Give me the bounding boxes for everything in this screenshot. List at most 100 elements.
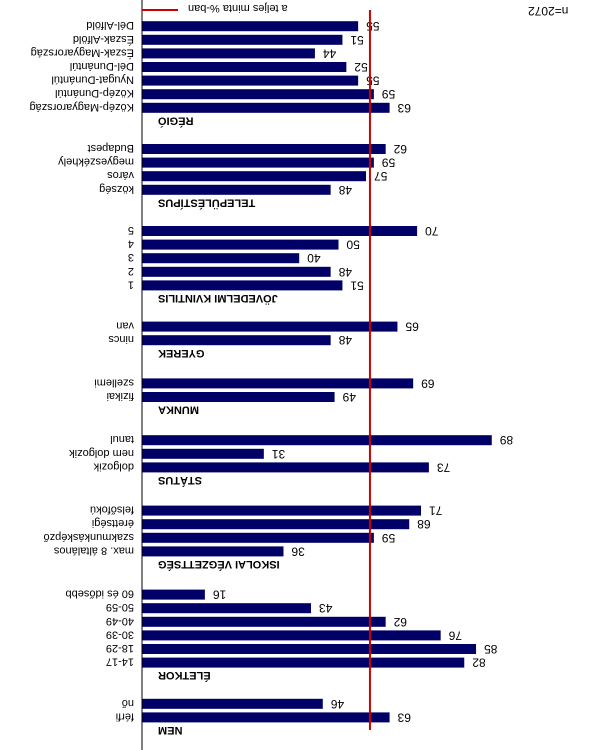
bar (142, 644, 477, 654)
category-label: nő (122, 697, 134, 709)
bar (142, 378, 414, 389)
bar (142, 335, 331, 346)
category-label: Dél-Dunántúl (70, 60, 134, 72)
bar (142, 226, 418, 236)
data-label: 62 (393, 142, 407, 156)
data-label: 71 (429, 504, 443, 518)
bar (142, 392, 335, 402)
bar (142, 34, 343, 45)
data-label: 69 (421, 376, 435, 390)
category-label: 2 (128, 265, 134, 277)
category-label: Nyugat-Dunántúl (51, 74, 134, 86)
data-label: 48 (338, 183, 352, 197)
group-label: JÖVEDELMI KVINTILIS (158, 292, 278, 305)
category-label: 1 (128, 278, 134, 290)
category-label: Észak-Magyarország (31, 46, 134, 59)
legend-label: a teljes minta %-ban (188, 2, 288, 14)
data-label: 62 (393, 615, 407, 629)
category-label: tanul (110, 433, 134, 445)
data-label: 16 (213, 588, 227, 602)
data-label: 49 (342, 390, 356, 404)
data-label: 51 (350, 278, 364, 292)
group-label: TELEPÜLÉSTÍPUS (158, 196, 255, 209)
data-label: 73 (437, 460, 451, 474)
bar (142, 48, 315, 59)
data-label: 70 (425, 224, 439, 238)
bar (142, 589, 205, 600)
group-label: GYEREK (158, 347, 205, 359)
group-label: MUNKA (158, 404, 199, 416)
data-label: 44 (323, 46, 337, 60)
data-label: 59 (382, 531, 396, 545)
bar (142, 630, 441, 641)
category-label: község (99, 183, 134, 195)
bar (142, 253, 300, 264)
data-label: 46 (330, 697, 344, 711)
data-label: 89 (499, 433, 513, 447)
data-label: 50 (346, 238, 360, 252)
data-label: 55 (366, 19, 380, 33)
category-label: van (116, 320, 134, 332)
category-label: fizikai (106, 390, 134, 402)
bar (142, 435, 492, 446)
bar (142, 21, 359, 32)
data-label: 36 (291, 544, 305, 558)
bar (142, 519, 410, 530)
category-label: város (107, 169, 134, 181)
bar (142, 321, 398, 332)
sample-size-note: n=2072 (528, 4, 569, 18)
data-label: 51 (350, 33, 364, 47)
category-label: megyeszékhely (58, 156, 134, 168)
category-label: érettségi (92, 517, 134, 529)
category-label: Közép-Magyarország (29, 101, 134, 113)
data-label: 40 (307, 251, 321, 265)
bar (142, 712, 390, 723)
category-label: nem dolgozik (69, 447, 134, 459)
data-label: 63 (397, 101, 411, 115)
bar (142, 144, 386, 154)
data-label: 82 (472, 656, 486, 670)
data-label: 43 (319, 601, 333, 615)
category-label: 18-29 (106, 642, 134, 654)
category-label: férfi (116, 710, 134, 722)
data-label: 65 (405, 320, 419, 334)
category-label: max. 8 általános (53, 544, 134, 556)
bar (142, 603, 311, 614)
data-label: 63 (397, 710, 411, 724)
data-label: 76 (448, 628, 462, 642)
bar (142, 462, 429, 473)
bar (142, 102, 390, 113)
category-label: 14-17 (106, 656, 134, 668)
bar (142, 448, 264, 459)
category-label: szakmunkásképző (44, 531, 135, 543)
bar (142, 532, 374, 543)
data-label: 68 (417, 517, 431, 531)
bar (142, 157, 374, 168)
data-label: 55 (366, 74, 380, 88)
bar (142, 266, 331, 277)
category-label: Dél-Alföld (86, 19, 134, 31)
data-label: 31 (272, 447, 286, 461)
bar (142, 505, 422, 516)
category-label: felsőfokú (90, 504, 134, 516)
data-label: 48 (338, 265, 352, 279)
data-label: 59 (382, 156, 396, 170)
bar (142, 89, 374, 100)
data-label: 48 (338, 333, 352, 347)
category-label: Budapest (88, 142, 134, 154)
data-label: 52 (354, 60, 368, 74)
group-label: ISKOLAI VÉGZETTSÉG (158, 558, 280, 571)
category-label: 30-39 (106, 628, 134, 640)
group-label: ÉLETKOR (158, 669, 211, 682)
group-label: NEM (158, 724, 182, 736)
category-label: 5 (128, 224, 134, 236)
category-label: dolgozik (93, 460, 134, 472)
bar (142, 239, 339, 250)
bar (142, 546, 284, 557)
bar (142, 280, 343, 291)
bar (142, 75, 359, 86)
group-label: STÁTUS (158, 474, 202, 487)
category-label: 40-49 (106, 615, 134, 627)
